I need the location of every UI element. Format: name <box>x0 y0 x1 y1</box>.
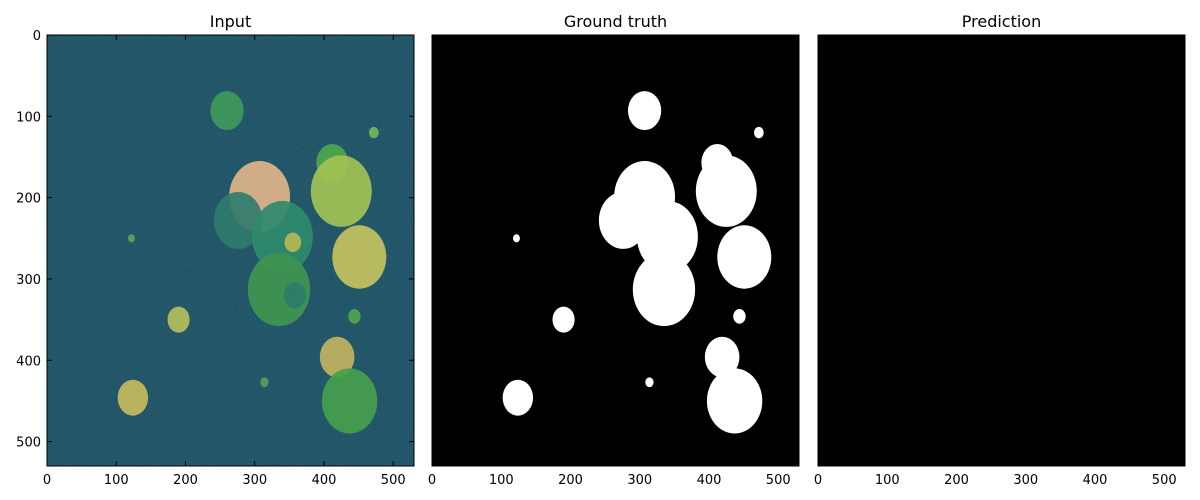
blob-mark <box>753 126 764 139</box>
x-tick-label: 0 <box>814 473 822 488</box>
x-tick-label: 200 <box>558 473 583 488</box>
x-tick-label: 500 <box>1152 473 1177 488</box>
x-tick-label: 400 <box>1083 473 1108 488</box>
blob-mark <box>632 252 696 327</box>
blob-mark <box>310 155 372 227</box>
blob-mark <box>348 309 361 324</box>
axes-frame <box>431 34 800 467</box>
blob-mark <box>260 377 269 388</box>
axes-frame <box>817 34 1186 467</box>
blob-mark <box>210 91 244 131</box>
blob-mark <box>636 200 698 273</box>
blob-mark <box>706 368 763 434</box>
blob-mark <box>321 368 378 434</box>
x-tick-label: 200 <box>944 473 969 488</box>
axes-frame <box>46 34 415 467</box>
blob-mark <box>213 191 263 249</box>
blob-mark <box>627 91 662 131</box>
blob-layer <box>117 91 387 434</box>
blob-mark <box>502 379 534 416</box>
blob-mark <box>552 306 575 333</box>
y-tick-label: 400 <box>16 354 41 369</box>
x-tick-label: 400 <box>312 473 337 488</box>
y-tick-label: 0 <box>33 29 41 44</box>
panel-1: Input 0 100 200 300 400 500 0 100 200 300 400 500 <box>16 12 415 488</box>
blob-mark <box>704 336 740 378</box>
blob-mark <box>167 306 190 333</box>
panel-2: Ground truth 0 100 200 300 400 500 <box>428 12 800 488</box>
x-tick-label: 300 <box>1013 473 1038 488</box>
x-tick-label: 100 <box>104 473 129 488</box>
x-tick-label: 500 <box>766 473 791 488</box>
blob-mark <box>332 225 387 289</box>
blob-mark <box>128 234 135 243</box>
blob-mark <box>598 191 648 249</box>
x-tick-label: 300 <box>627 473 652 488</box>
blob-mark <box>368 126 379 139</box>
blob-mark <box>251 200 313 273</box>
panel-title: Ground truth <box>564 12 667 31</box>
panel-3: Prediction 0 100 200 300 400 500 <box>814 12 1186 488</box>
panel-title: Prediction <box>962 12 1041 31</box>
y-tick-label: 300 <box>16 273 41 288</box>
x-tick-label: 100 <box>875 473 900 488</box>
y-tick-label: 200 <box>16 192 41 207</box>
panel-title: Input <box>210 12 251 31</box>
x-tick-label: 0 <box>43 473 51 488</box>
blob-mark <box>513 234 520 243</box>
x-tick-label: 0 <box>428 473 436 488</box>
x-tick-label: 400 <box>697 473 722 488</box>
blob-mark <box>645 377 654 388</box>
blob-mark <box>283 282 306 309</box>
x-tick-label: 300 <box>242 473 267 488</box>
y-tick-label: 100 <box>16 110 41 125</box>
y-tick-label: 500 <box>16 436 41 451</box>
image-background <box>818 35 1185 466</box>
blob-mark <box>695 155 757 227</box>
blob-layer <box>502 91 772 434</box>
blob-mark <box>319 336 355 378</box>
blob-mark <box>733 309 746 324</box>
x-tick-label: 500 <box>381 473 406 488</box>
blob-mark <box>117 379 149 416</box>
blob-mark <box>717 225 772 289</box>
blob-mark <box>284 232 302 253</box>
x-tick-label: 200 <box>173 473 198 488</box>
x-tick-label: 100 <box>489 473 514 488</box>
